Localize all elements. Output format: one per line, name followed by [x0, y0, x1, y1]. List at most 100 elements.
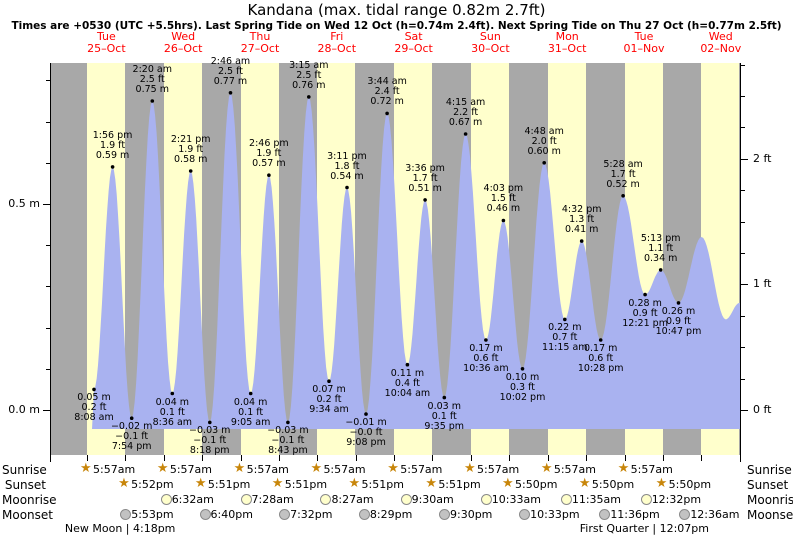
- moonrise-moon-icon: [320, 494, 332, 505]
- x-axis-tick: [355, 455, 357, 461]
- date-label: Sun 30–Oct: [471, 30, 510, 55]
- moonrise-moon-icon: [160, 494, 172, 505]
- row-label-left-moonrise: Moonrise: [2, 493, 57, 507]
- date-label: Tue 01–Nov: [623, 30, 665, 55]
- x-axis-tick: [662, 455, 664, 461]
- y-axis-left: [50, 63, 51, 462]
- low-tide-label: 0.10 m 0.3 ft 10:02 pm: [499, 371, 546, 403]
- right-axis-tick: [741, 127, 745, 129]
- low-tide-label: 0.04 m 0.1 ft 8:36 am: [152, 396, 193, 428]
- tide-extreme-dot: [110, 165, 115, 169]
- sunrise-time: 5:57am: [553, 463, 596, 476]
- sunset-star-icon: ★: [425, 476, 437, 491]
- tide-extreme-dot: [501, 218, 506, 223]
- right-axis-tick: [741, 378, 745, 380]
- tide-extreme-dot: [658, 268, 663, 272]
- sunset-time: 5:51pm: [438, 478, 481, 491]
- high-tide-label: 3:11 pm 1.8 ft 0.54 m: [327, 150, 367, 182]
- tide-extreme-dot: [676, 301, 681, 305]
- x-axis-tick: [125, 455, 127, 461]
- high-tide-label: 1:56 pm 1.9 ft 0.59 m: [92, 129, 133, 161]
- sunrise-time: 5:57am: [630, 463, 673, 476]
- tide-extreme-dot: [248, 391, 253, 396]
- moonset-time: 9:30pm: [450, 508, 493, 521]
- sunset-time: 5:50pm: [591, 478, 635, 491]
- low-tide-label: 0.03 m 0.1 ft 9:35 pm: [424, 400, 465, 432]
- moonrise-time: 7:28am: [251, 493, 294, 506]
- sunset-time: 5:50pm: [668, 478, 712, 491]
- sunrise-time: 5:57am: [477, 463, 520, 476]
- x-axis-tick: [278, 455, 280, 461]
- x-axis-tick: [432, 455, 434, 461]
- moonset-moon-icon: [439, 509, 450, 520]
- row-label-left-moonset: Moonset: [2, 508, 53, 522]
- tide-extreme-dot: [442, 395, 447, 400]
- moonset-moon-icon: [599, 509, 611, 520]
- moonrise-time: 8:27am: [331, 493, 374, 506]
- high-tide-label: 3:15 am 2.5 ft 0.76 m: [289, 59, 329, 91]
- page-title: Kandana (max. tidal range 0.82m 2.7ft): [247, 1, 546, 19]
- moonrise-time: 11:35am: [571, 493, 621, 506]
- y-axis-label-right: 2 ft: [753, 151, 772, 165]
- x-axis-tick: [394, 455, 396, 461]
- sunset-star-icon: ★: [655, 476, 668, 491]
- tide-extreme-dot: [345, 185, 349, 190]
- x-axis-tick: [547, 455, 549, 461]
- sunset-time: 5:51pm: [361, 478, 404, 491]
- sunset-star-icon: ★: [502, 476, 514, 491]
- right-axis-tick: [741, 315, 745, 317]
- moonrise-time: 12:32pm: [651, 493, 702, 506]
- left-axis-tick: [46, 162, 50, 164]
- high-tide-label: 2:46 pm 1.9 ft 0.57 m: [249, 138, 289, 170]
- high-tide-label: 2:20 am 2.5 ft 0.75 m: [132, 64, 172, 95]
- right-axis-tick: [741, 64, 745, 66]
- tide-extreme-dot: [364, 412, 368, 416]
- moon-phase-label: New Moon | 4:18pm: [64, 522, 176, 535]
- right-axis-tick: [741, 253, 745, 254]
- right-axis-tick: [741, 190, 745, 192]
- row-label-left-sunrise: Sunrise: [2, 463, 47, 477]
- date-label: Fri 28–Oct: [317, 30, 357, 55]
- moonrise-time: 10:33am: [491, 493, 541, 506]
- tide-extreme-dot: [423, 198, 427, 202]
- low-tide-label: 0.04 m 0.1 ft 9:05 am: [230, 396, 271, 428]
- y-axis-label-right: 1 ft: [753, 277, 772, 291]
- left-axis-tick: [46, 121, 50, 123]
- low-tide-label: 0.28 m 0.9 ft 12:21 pm: [622, 297, 668, 329]
- tide-extreme-dot: [520, 367, 525, 371]
- row-label-right-moonset: Moonset: [747, 508, 793, 522]
- moonrise-time: 9:30am: [411, 493, 454, 506]
- tide-extreme-dot: [208, 420, 212, 425]
- tide-extreme-dot: [621, 194, 625, 198]
- sunset-time: 5:51pm: [284, 478, 328, 491]
- sunrise-time: 5:57am: [323, 463, 366, 476]
- x-axis-tick: [509, 455, 511, 461]
- sunset-time: 5:51pm: [207, 478, 251, 491]
- tide-extreme-dot: [484, 338, 488, 342]
- moonset-time: 7:32pm: [290, 508, 333, 521]
- sunrise-time: 5:57am: [400, 463, 443, 476]
- sunrise-star-icon: ★: [310, 461, 323, 476]
- sunrise-star-icon: ★: [387, 461, 399, 476]
- right-axis-tick: [741, 284, 748, 286]
- tide-extreme-dot: [385, 111, 389, 116]
- low-tide-label: 0.11 m 0.4 ft 10:04 am: [384, 367, 431, 399]
- tide-extreme-dot: [563, 317, 567, 322]
- tide-extreme-dot: [643, 292, 647, 297]
- tide-extreme-dot: [307, 95, 311, 99]
- high-tide-label: 4:48 am 2.0 ft 0.60 m: [524, 125, 564, 157]
- moonset-time: 12:36am: [690, 508, 740, 521]
- high-tide-label: 4:15 am 2.2 ft 0.67 m: [445, 96, 486, 128]
- x-axis-tick: [739, 455, 741, 461]
- x-axis-tick: [701, 455, 703, 461]
- low-tide-label: 0.22 m 0.7 ft 11:15 am: [542, 322, 588, 354]
- high-tide-label: 2:46 am 2.5 ft 0.77 m: [210, 55, 251, 87]
- y-axis-label-left: 0.5 m: [8, 197, 40, 210]
- moonrise-moon-icon: [560, 494, 572, 505]
- right-axis-tick: [741, 410, 748, 411]
- high-tide-label: 5:13 pm 1.1 ft 0.34 m: [640, 232, 681, 264]
- sunset-star-icon: ★: [578, 476, 591, 491]
- high-tide-label: 3:44 am 2.4 ft 0.72 m: [367, 76, 407, 108]
- left-axis-tick: [46, 80, 50, 82]
- moon-phase-label: First Quarter | 12:07pm: [579, 522, 709, 535]
